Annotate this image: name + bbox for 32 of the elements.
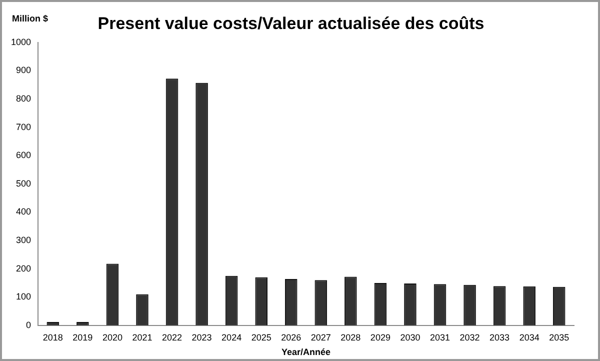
x-tick-label: 2035 [549, 332, 570, 342]
y-tick-label: 800 [16, 93, 32, 104]
x-tick-label: 2024 [222, 332, 242, 342]
x-tick-label: 2021 [132, 332, 152, 342]
chart-title: Present value costs/Valeur actualisée des coûts [98, 14, 484, 33]
x-tick-label: 2027 [310, 332, 331, 342]
x-tick-label: 2032 [460, 332, 480, 342]
x-tick-label: 2023 [192, 332, 212, 342]
x-tick-label: 2033 [490, 332, 510, 342]
y-tick-label: 400 [16, 206, 32, 217]
x-tick-label: 2028 [340, 332, 361, 342]
x-tick-label: 2026 [281, 332, 302, 342]
y-tick-label: 700 [16, 122, 32, 132]
x-tick-label: 2029 [370, 332, 390, 342]
x-tick-label: 2018 [42, 332, 63, 342]
y-tick-label: 200 [16, 263, 32, 274]
y-tick-label: 900 [16, 65, 32, 76]
x-tick-label: 2031 [430, 332, 450, 342]
y-tick-label: 100 [16, 292, 32, 302]
x-tick-label: 2022 [162, 332, 182, 342]
x-tick-label: 2030 [400, 332, 420, 342]
y-tick-label: 300 [16, 234, 32, 245]
x-tick-label: 2019 [72, 332, 93, 342]
y-tick-label: 0 [26, 320, 32, 330]
y-axis-title: Million $ [12, 13, 48, 24]
x-tick-label: 2020 [102, 332, 122, 342]
y-tick-label: 500 [16, 178, 32, 188]
x-tick-label: 2025 [251, 332, 272, 342]
y-tick-label: 600 [16, 150, 32, 160]
x-tick-label: 2034 [519, 332, 540, 342]
x-axis-title: Year/Année [281, 347, 331, 358]
y-tick-label: 1000 [10, 36, 32, 47]
